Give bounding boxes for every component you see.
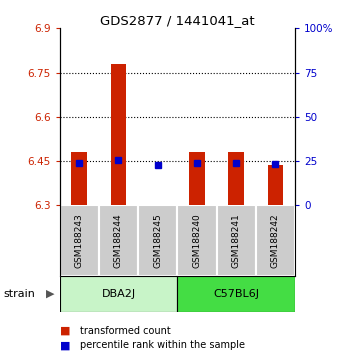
- Bar: [138, 205, 177, 276]
- Text: strain: strain: [3, 289, 35, 299]
- Text: percentile rank within the sample: percentile rank within the sample: [80, 340, 245, 350]
- Bar: [99, 205, 138, 276]
- Text: ▶: ▶: [46, 289, 55, 299]
- Bar: [228, 152, 244, 205]
- Bar: [177, 276, 295, 312]
- Text: ■: ■: [60, 340, 70, 350]
- Text: DBA2J: DBA2J: [101, 289, 136, 299]
- Bar: [267, 166, 283, 205]
- Text: GSM188240: GSM188240: [192, 213, 202, 268]
- Title: GDS2877 / 1441041_at: GDS2877 / 1441041_at: [100, 14, 255, 27]
- Bar: [60, 276, 177, 312]
- Text: ■: ■: [60, 326, 70, 336]
- Text: GSM188243: GSM188243: [75, 213, 84, 268]
- Text: GSM188241: GSM188241: [232, 213, 241, 268]
- Bar: [189, 152, 205, 205]
- Text: transformed count: transformed count: [80, 326, 171, 336]
- Text: GSM188244: GSM188244: [114, 213, 123, 268]
- Text: GSM188242: GSM188242: [271, 213, 280, 268]
- Text: C57BL6J: C57BL6J: [213, 289, 259, 299]
- Bar: [177, 205, 217, 276]
- Bar: [60, 205, 99, 276]
- Text: GSM188245: GSM188245: [153, 213, 162, 268]
- Bar: [217, 205, 256, 276]
- Bar: [72, 152, 87, 205]
- Bar: [256, 205, 295, 276]
- Bar: [110, 64, 126, 205]
